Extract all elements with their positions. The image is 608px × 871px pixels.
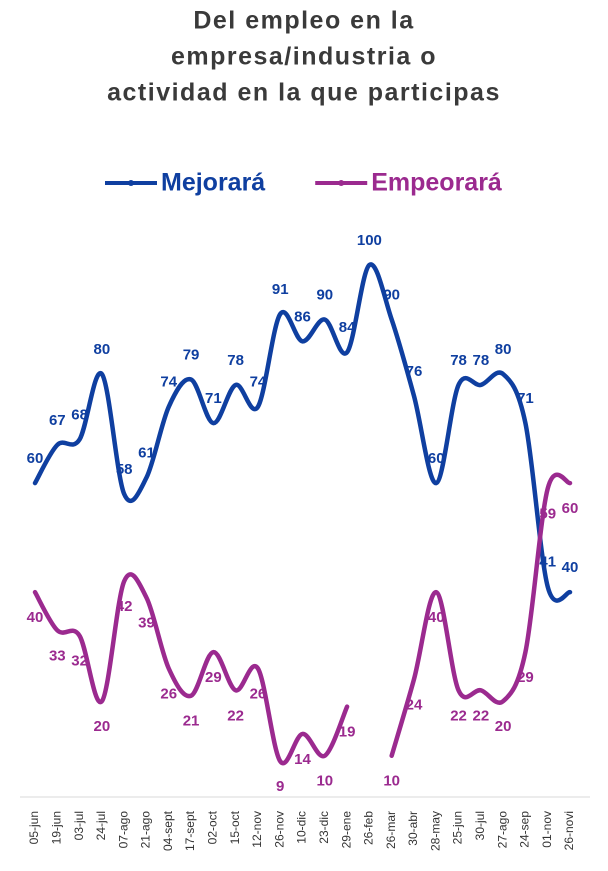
data-label: 29 [517, 669, 534, 686]
x-tick-label: 30-jul [473, 811, 487, 840]
x-tick-label: 25-jun [451, 811, 465, 844]
legend-label: Mejorará [161, 169, 265, 197]
x-tick-label: 07-ago [116, 811, 130, 849]
data-label: 41 [539, 554, 556, 571]
x-tick-label: 03-jul [72, 811, 86, 840]
data-label: 14 [294, 751, 311, 768]
x-tick-label: 05-jun [27, 811, 41, 844]
data-label: 74 [160, 374, 177, 391]
x-tick-label: 29-ene [339, 811, 353, 849]
data-label: 86 [294, 308, 311, 325]
chart-title: empresa/industria o [171, 43, 437, 71]
data-label: 78 [227, 352, 244, 369]
data-label: 10 [316, 773, 333, 790]
x-tick-label: 30-abr [406, 811, 420, 846]
data-label: 32 [71, 653, 88, 670]
data-label: 22 [450, 707, 467, 724]
data-label: 33 [49, 647, 66, 664]
chart-title: Del empleo en la [193, 7, 414, 35]
data-label: 90 [383, 286, 400, 303]
data-label: 39 [138, 615, 155, 632]
data-label: 60 [428, 450, 445, 467]
data-label: 100 [357, 232, 382, 249]
x-tick-label: 26-feb [362, 811, 376, 845]
line [32, 472, 573, 766]
legend-label: Empeorará [371, 169, 502, 197]
data-label: 78 [450, 352, 467, 369]
data-label: 74 [250, 374, 267, 391]
data-label: 67 [49, 412, 66, 429]
data-label: 40 [428, 609, 445, 626]
x-tick-label: 24-sep [518, 811, 532, 848]
data-label: 26 [160, 685, 177, 702]
data-label: 20 [495, 718, 512, 735]
data-label: 71 [517, 390, 534, 407]
data-label: 42 [116, 598, 133, 615]
data-label: 60 [27, 450, 44, 467]
data-label: 80 [495, 341, 512, 358]
data-label: 79 [183, 346, 200, 363]
data-label: 91 [272, 281, 289, 298]
data-label: 20 [94, 718, 111, 735]
x-tick-label: 12-nov [250, 811, 264, 848]
x-tick-label: 04-sept [161, 810, 175, 851]
data-label: 68 [71, 406, 88, 423]
data-label: 76 [406, 363, 423, 380]
x-tick-label: 10-dic [295, 811, 309, 844]
x-tick-label: 15-oct [228, 810, 242, 844]
data-label: 40 [562, 559, 579, 576]
legend-marker [128, 180, 134, 186]
x-tick-label: 23-dic [317, 811, 331, 844]
data-label: 29 [205, 669, 222, 686]
x-tick-label: 27-ago [495, 811, 509, 849]
x-tick-label: 21-ago [139, 811, 153, 849]
data-label: 61 [138, 445, 155, 462]
data-label: 90 [316, 286, 333, 303]
chart-title: actividad en la que participas [107, 79, 501, 107]
x-tick-label: 26-nov [272, 811, 286, 848]
x-tick-label: 24-jul [94, 811, 108, 840]
x-tick-label: 01-nov [540, 811, 554, 848]
data-label: 22 [227, 707, 244, 724]
x-tick-label: 28-may [428, 811, 442, 851]
data-label: 84 [339, 319, 356, 336]
data-label: 9 [276, 778, 284, 795]
data-label: 21 [183, 713, 200, 730]
x-tick-label: 26-mar [384, 811, 398, 849]
data-label: 78 [472, 352, 489, 369]
data-label: 26 [250, 685, 267, 702]
x-tick-label: 19-jun [49, 811, 63, 844]
data-label: 24 [406, 696, 423, 713]
x-tick-label: 26-novi [562, 811, 576, 850]
data-label: 60 [562, 500, 579, 517]
data-label: 19 [339, 724, 356, 741]
line [32, 262, 573, 603]
data-label: 59 [539, 506, 556, 523]
data-label: 22 [472, 707, 489, 724]
legend-marker [338, 180, 345, 186]
data-label: 40 [27, 609, 44, 626]
data-label: 10 [383, 773, 400, 790]
data-label: 58 [116, 461, 133, 478]
x-tick-label: 02-oct [206, 810, 220, 844]
data-label: 71 [205, 390, 222, 407]
x-tick-label: 17-sept [183, 810, 197, 851]
data-label: 80 [94, 341, 111, 358]
